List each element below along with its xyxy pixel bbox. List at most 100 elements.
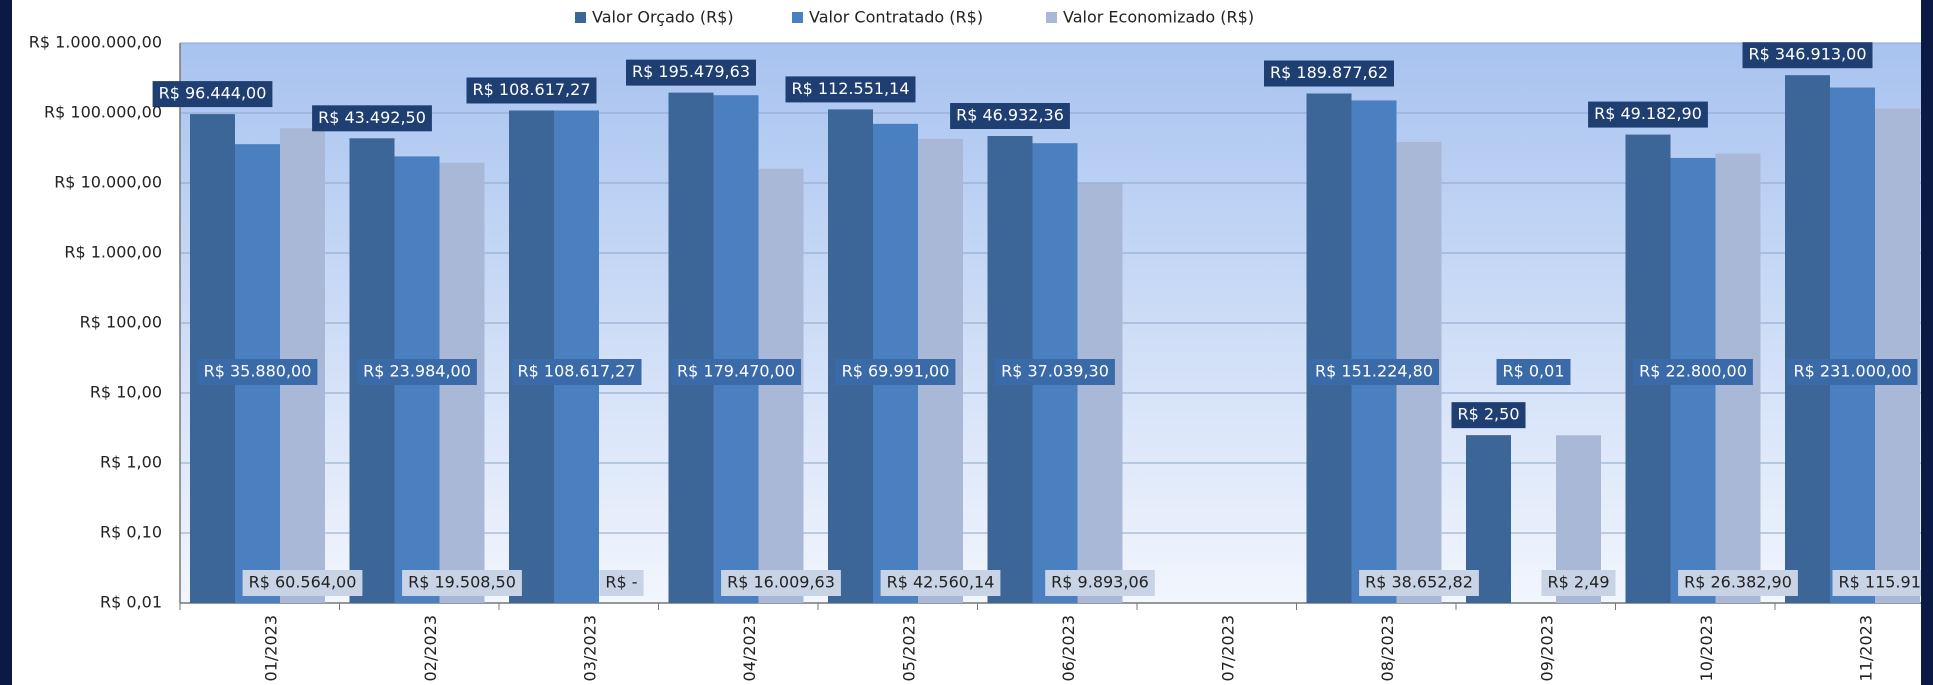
bar	[1875, 108, 1920, 604]
data-label: R$ 231.000,00	[1794, 362, 1912, 381]
data-label-box	[1309, 359, 1439, 385]
data-label: R$ 96.444,00	[159, 84, 267, 103]
data-label: R$ 35.880,00	[204, 362, 312, 381]
bar	[1077, 183, 1123, 604]
bar	[1830, 87, 1875, 603]
legend-label: Valor Orçado (R$)	[592, 8, 734, 27]
bar	[758, 168, 804, 604]
bar	[1306, 93, 1352, 603]
bar	[1785, 75, 1830, 603]
y-tick-label: R$ 100,00	[80, 313, 162, 332]
data-label: R$ 346.913,00	[1749, 45, 1867, 64]
plot-group: R$ 96.444,00 R$ 43.492,50 R$ 108.617,27 R$ …	[152, 42, 1933, 681]
data-label-box	[1588, 101, 1708, 128]
data-label: R$ 22.800,00	[1639, 362, 1747, 381]
data-label: R$ 23.984,00	[363, 362, 471, 381]
data-label-box	[835, 359, 956, 385]
legend-label: Valor Economizado (R$)	[1063, 8, 1254, 27]
data-label-box	[785, 76, 916, 103]
data-label-box	[197, 359, 318, 385]
data-label: R$ 26.382,90	[1684, 573, 1792, 592]
bar	[668, 92, 714, 603]
bar	[828, 109, 873, 603]
bar	[554, 110, 599, 604]
bar	[1351, 100, 1397, 603]
x-tick-label: 01/2023	[261, 615, 280, 681]
x-tick-label: 06/2023	[1059, 615, 1078, 681]
x-tick-label: 10/2023	[1697, 615, 1716, 681]
data-label-box	[950, 102, 1070, 129]
y-tick-label: R$ 100.000,00	[44, 103, 162, 122]
data-label-box	[402, 570, 522, 596]
data-label: R$ 37.039,30	[1001, 362, 1109, 381]
data-label-box	[880, 570, 1001, 596]
data-label-box	[995, 359, 1115, 385]
data-label-box	[1359, 570, 1479, 596]
bar	[509, 110, 554, 604]
frame-left	[0, 0, 12, 685]
data-label: R$ 195.479,63	[632, 62, 750, 81]
bar	[190, 114, 235, 603]
data-label-box	[511, 359, 642, 385]
data-label: R$ 9.893,06	[1051, 573, 1149, 592]
data-label: R$ 16.009,63	[727, 573, 835, 592]
data-label: R$ 38.652,82	[1365, 573, 1473, 592]
data-label-box	[1541, 570, 1616, 596]
data-label-box	[1451, 402, 1526, 429]
x-tick-label: 05/2023	[899, 615, 918, 681]
data-label-box	[671, 359, 801, 385]
data-label: R$ 112.551,14	[792, 79, 910, 98]
data-label: R$ 46.932,36	[956, 105, 1064, 124]
data-label-box	[1678, 570, 1798, 596]
legend-swatch	[1046, 12, 1057, 23]
data-label-box	[599, 570, 644, 596]
data-label-box	[721, 570, 841, 596]
data-label-box	[1787, 359, 1918, 385]
data-label-box	[312, 105, 432, 132]
data-label-box	[1264, 60, 1394, 87]
legend-label: Valor Contratado (R$)	[809, 8, 983, 27]
y-tick-label: R$ 0,10	[100, 523, 162, 542]
data-label-box	[466, 77, 597, 104]
x-tick-label: 11/2023	[1856, 615, 1875, 681]
data-label: R$ 43.492,50	[318, 108, 426, 127]
data-label-box	[1832, 570, 1921, 596]
data-label-box	[1496, 359, 1571, 385]
data-label-box	[152, 81, 273, 108]
data-label-box	[1045, 570, 1155, 596]
data-label: R$ -	[605, 573, 637, 592]
data-label-box	[242, 570, 363, 596]
data-label: R$ 42.560,14	[887, 573, 995, 592]
y-tick-label: R$ 10,00	[90, 383, 162, 402]
data-label: R$ 108.617,27	[473, 80, 591, 99]
data-label: R$ 2,49	[1547, 573, 1609, 592]
data-label-box	[626, 59, 756, 86]
x-tick-label: 04/2023	[740, 615, 759, 681]
data-label: R$ 60.564,00	[249, 573, 357, 592]
data-label: R$ 179.470,00	[677, 362, 795, 381]
data-label: R$ 19.508,50	[408, 573, 516, 592]
data-label: R$ 189.877,62	[1270, 63, 1388, 82]
data-label-box	[1633, 359, 1753, 385]
x-tick-label: 09/2023	[1537, 615, 1556, 681]
x-tick-label: 02/2023	[421, 615, 440, 681]
data-label: R$ 2,50	[1457, 405, 1519, 424]
y-tick-label: R$ 1.000,00	[64, 243, 162, 262]
data-label-box	[1742, 42, 1873, 69]
y-tick-label: R$ 1,00	[100, 453, 162, 472]
data-label: R$ 49.182,90	[1594, 104, 1702, 123]
y-tick-label: R$ 10.000,00	[54, 173, 162, 192]
data-label: R$ 115.913,00	[1839, 573, 1933, 592]
y-tick-label: R$ 0,01	[100, 593, 162, 612]
bar	[713, 95, 759, 603]
legend-swatch	[575, 12, 586, 23]
y-tick-label: R$ 1.000.000,00	[29, 33, 162, 52]
data-label-box	[357, 359, 477, 385]
data-label: R$ 151.224,80	[1315, 362, 1433, 381]
data-label: R$ 108.617,27	[518, 362, 636, 381]
x-tick-label: 03/2023	[580, 615, 599, 681]
x-tick-label: 08/2023	[1378, 615, 1397, 681]
data-label: R$ 69.991,00	[842, 362, 950, 381]
legend-swatch	[792, 12, 803, 23]
